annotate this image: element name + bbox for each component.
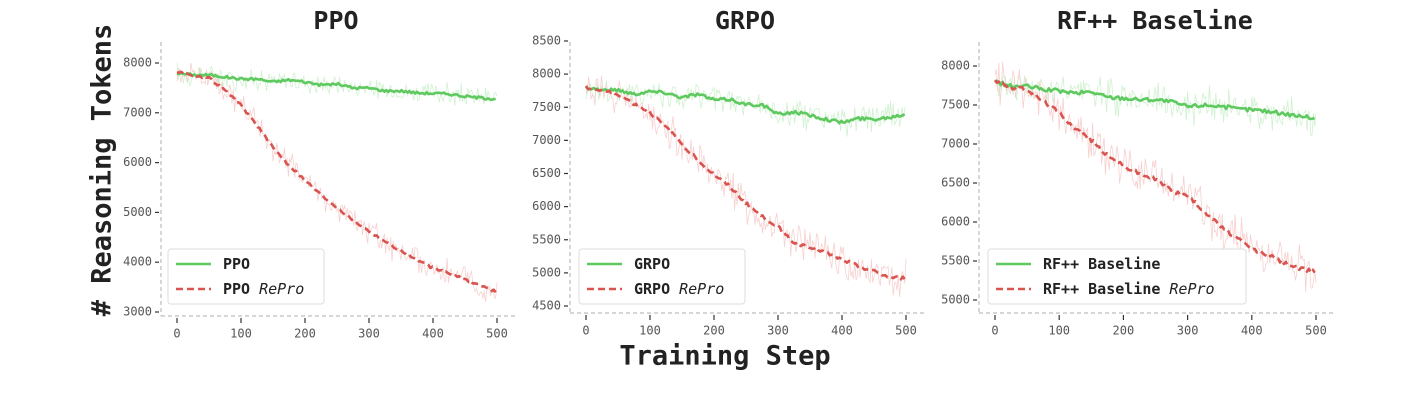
x-tick-label: 500 [895, 324, 917, 338]
legend: RF++ Baseline RF++ Baseline RePro [987, 248, 1247, 305]
repro-line [176, 70, 497, 294]
repro-line [584, 85, 906, 281]
subplot-grpo: GRPO450050005500600065007000750080008500… [532, 6, 924, 338]
baseline-line [994, 79, 1315, 121]
repro-line [993, 79, 1316, 274]
x-tick-label: 400 [422, 327, 444, 341]
legend-label: PPO RePro [223, 280, 304, 298]
legend-label: PPO [223, 255, 250, 273]
y-tick-label: 7000 [123, 105, 152, 119]
x-tick-label: 200 [294, 327, 316, 341]
y-tick-label: 7500 [532, 100, 561, 114]
x-tick-label: 100 [230, 327, 252, 341]
subplot-rfpp-baseline: RF++ Baseline500055006000650070007500800… [941, 6, 1334, 338]
legend-label: RF++ Baseline RePro [1043, 280, 1215, 298]
x-tick-label: 400 [1241, 324, 1263, 338]
y-tick-label: 7500 [941, 98, 970, 112]
y-tick-label: 5000 [532, 265, 561, 279]
x-tick-label: 0 [582, 324, 589, 338]
y-tick-label: 8500 [532, 34, 561, 48]
baseline-raw-trace [585, 80, 907, 137]
y-tick-label: 8000 [123, 56, 152, 70]
y-tick-label: 4500 [532, 299, 561, 313]
subplot-title: GRPO [715, 6, 775, 35]
baseline-raw-trace [176, 63, 498, 106]
x-tick-label: 400 [831, 324, 853, 338]
x-tick-label: 500 [486, 327, 508, 341]
x-tick-label: 200 [703, 324, 725, 338]
baseline-line [176, 71, 496, 101]
x-tick-label: 300 [358, 327, 380, 341]
y-tick-label: 7000 [532, 133, 561, 147]
baseline-line [584, 85, 906, 125]
legend-label: GRPO [634, 255, 670, 273]
y-tick-label: 7000 [941, 137, 970, 151]
x-tick-label: 500 [1305, 324, 1327, 338]
y-axis-label: # Reasoning Tokens [87, 24, 118, 317]
subplot-title: RF++ Baseline [1057, 6, 1253, 35]
subplot-title: PPO [313, 6, 358, 35]
y-tick-label: 6000 [532, 199, 561, 213]
y-tick-label: 5500 [532, 232, 561, 246]
y-tick-label: 5500 [941, 254, 970, 268]
y-tick-label: 6500 [941, 176, 970, 190]
repro-raw-trace [585, 75, 907, 297]
y-tick-label: 8000 [532, 67, 561, 81]
y-tick-label: 5000 [123, 205, 152, 219]
x-tick-label: 200 [1113, 324, 1135, 338]
y-tick-label: 6000 [941, 215, 970, 229]
x-tick-label: 100 [1048, 324, 1070, 338]
y-tick-label: 6000 [123, 155, 152, 169]
x-tick-label: 100 [639, 324, 661, 338]
baseline-raw-trace [994, 75, 1317, 137]
x-tick-label: 0 [991, 324, 998, 338]
y-tick-label: 8000 [941, 59, 970, 73]
y-tick-label: 4000 [123, 255, 152, 269]
legend-box [987, 248, 1247, 305]
repro-raw-trace [176, 63, 498, 302]
legend-label: GRPO RePro [634, 280, 724, 298]
x-tick-label: 300 [1177, 324, 1199, 338]
subplot-ppo: PPO 3000 4000 5000 6000 7000 8000 0 100 200 300 400… [123, 6, 515, 341]
legend-label: RF++ Baseline [1043, 255, 1160, 273]
x-tick-label: 300 [767, 324, 789, 338]
legend: GRPO GRPO RePro [578, 248, 746, 305]
y-tick-label: 6500 [532, 166, 561, 180]
x-axis-label: Training Step [619, 341, 830, 372]
y-tick-label: 5000 [941, 293, 970, 307]
legend: PPO PPO RePro [167, 248, 325, 305]
x-tick-label: 0 [173, 327, 180, 341]
y-tick-label: 3000 [123, 305, 152, 319]
